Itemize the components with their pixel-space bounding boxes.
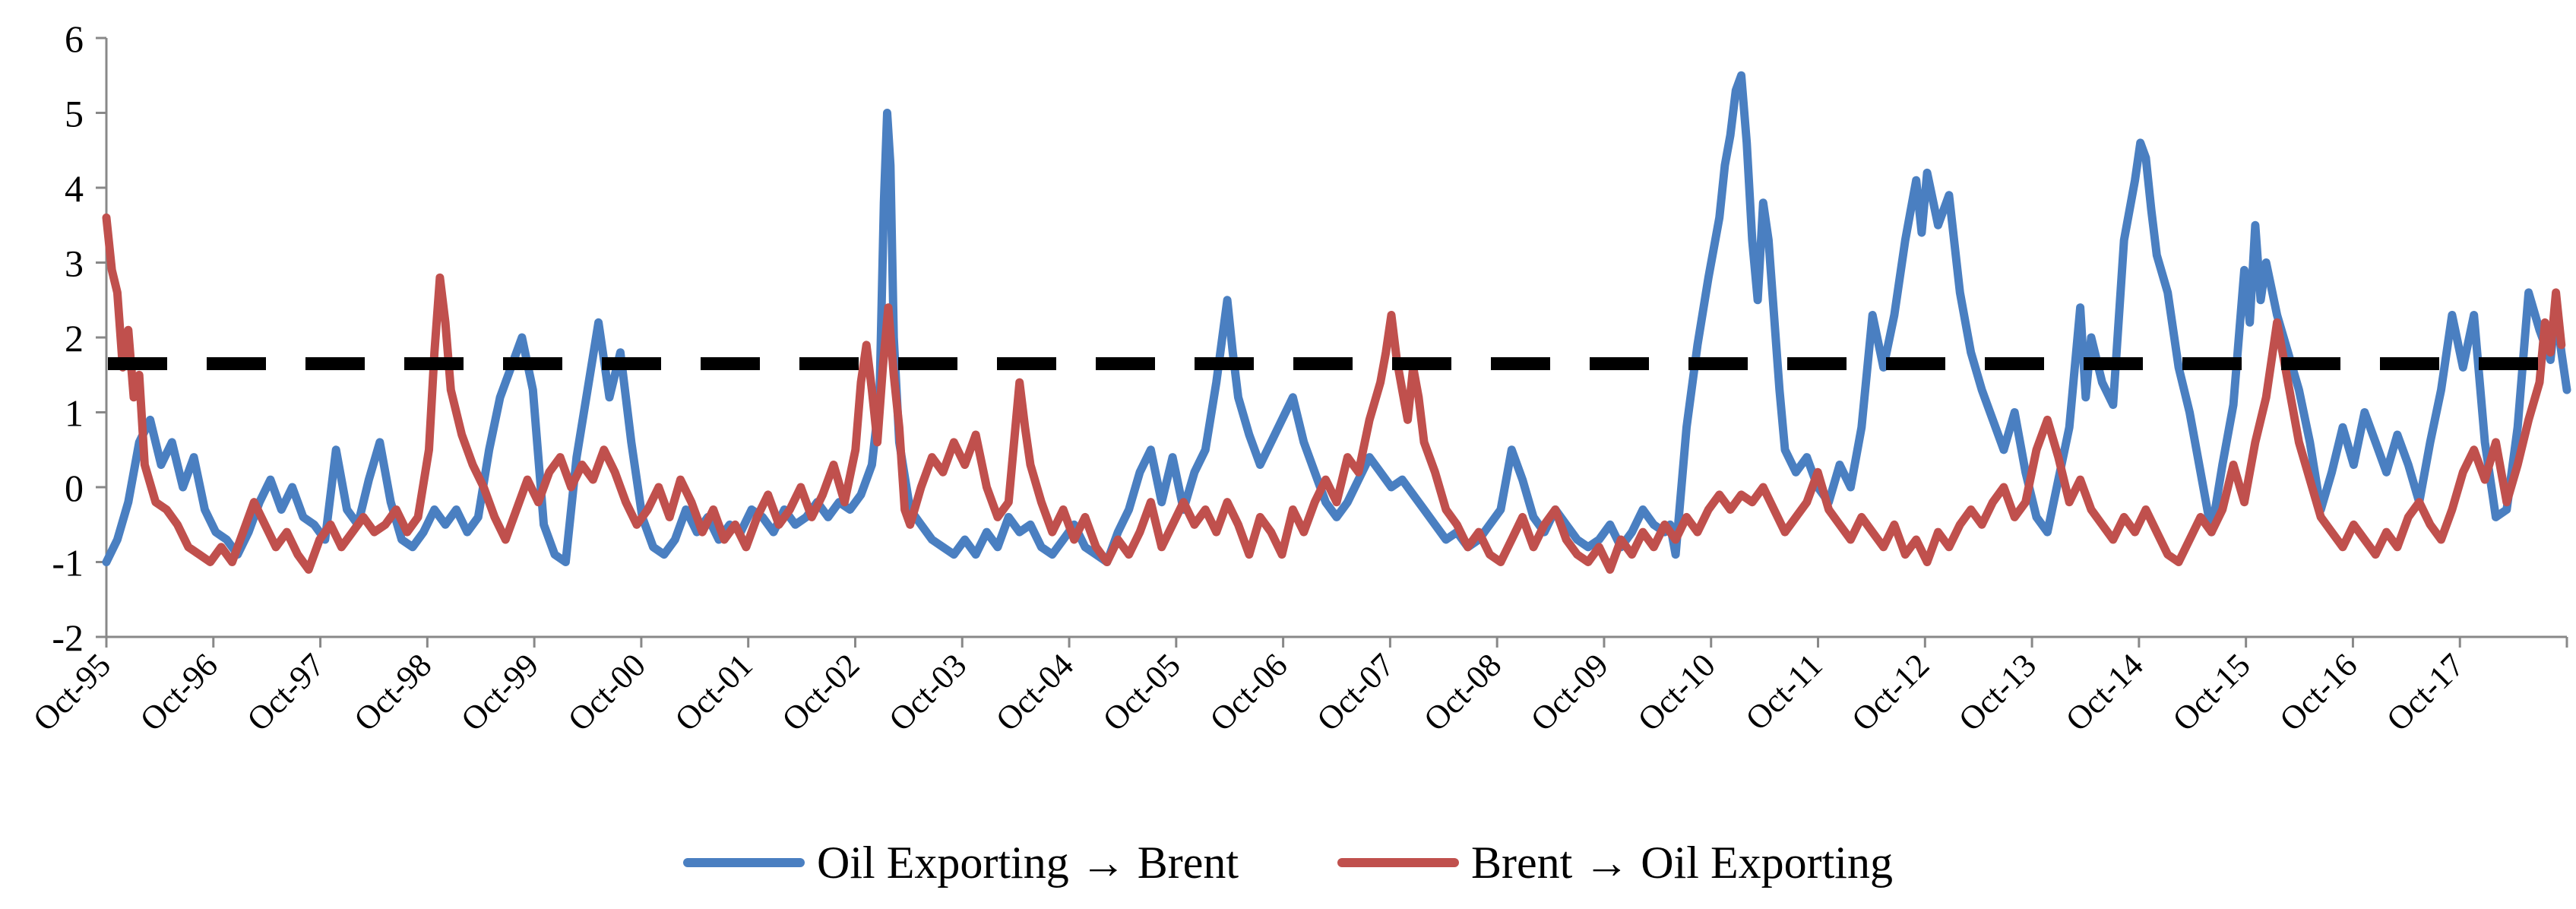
x-tick-label: Oct-00 [561, 646, 653, 738]
x-tick-label: Oct-10 [1631, 646, 1723, 738]
x-tick-label: Oct-07 [1309, 646, 1401, 738]
x-tick-label: Oct-06 [1203, 646, 1295, 738]
series-layer [102, 71, 2571, 574]
y-tick-label: 1 [65, 392, 84, 435]
x-tick-label: Oct-03 [881, 646, 973, 738]
x-tick-label: Oct-09 [1524, 646, 1616, 738]
x-tick-label: Oct-01 [668, 646, 760, 738]
y-tick-label: 3 [65, 242, 84, 285]
y-tick-label: 5 [65, 93, 84, 135]
x-tick-label: Oct-05 [1096, 646, 1188, 738]
x-tick-label: Oct-15 [2166, 646, 2258, 738]
legend-label: Oil Exporting → Brent [817, 837, 1239, 888]
legend: Oil Exporting → Brent Brent → Oil Export… [0, 821, 2576, 904]
x-tick-label: Oct-14 [2059, 646, 2150, 738]
x-tick-label: Oct-95 [26, 646, 118, 738]
y-tick-label: 4 [65, 167, 84, 210]
x-tick-label: Oct-96 [133, 646, 225, 738]
x-tick-label: Oct-99 [454, 646, 546, 738]
x-tick-label: Oct-11 [1739, 646, 1830, 737]
legend-item-brent-to-oil-exporting: Brent → Oil Exporting [1337, 837, 1893, 889]
axes-layer [96, 36, 2568, 648]
legend-swatch-blue [683, 858, 805, 867]
x-tick-label: Oct-98 [347, 646, 438, 738]
legend-item-oil-exporting-to-brent: Oil Exporting → Brent [683, 837, 1239, 889]
x-tick-label: Oct-13 [1951, 646, 2043, 738]
x-tick-label: Oct-02 [775, 646, 867, 738]
y-tick-label: -1 [52, 542, 84, 584]
series-line-blue [102, 71, 2571, 566]
series-line-red [102, 213, 2566, 574]
x-tick-label: Oct-08 [1416, 646, 1508, 738]
y-tick-label: 2 [65, 317, 84, 359]
legend-swatch-red [1337, 858, 1459, 867]
x-tick-label: Oct-16 [2272, 646, 2364, 738]
y-tick-label: 0 [65, 467, 84, 509]
y-tick-label: 6 [65, 17, 84, 60]
legend-label: Brent → Oil Exporting [1471, 837, 1893, 888]
x-tick-label: Oct-04 [989, 646, 1081, 738]
x-tick-label: Oct-17 [2379, 646, 2471, 738]
x-tick-label: Oct-12 [1844, 646, 1936, 738]
y-tick-label: -2 [52, 616, 84, 659]
x-tick-label: Oct-97 [240, 646, 332, 738]
